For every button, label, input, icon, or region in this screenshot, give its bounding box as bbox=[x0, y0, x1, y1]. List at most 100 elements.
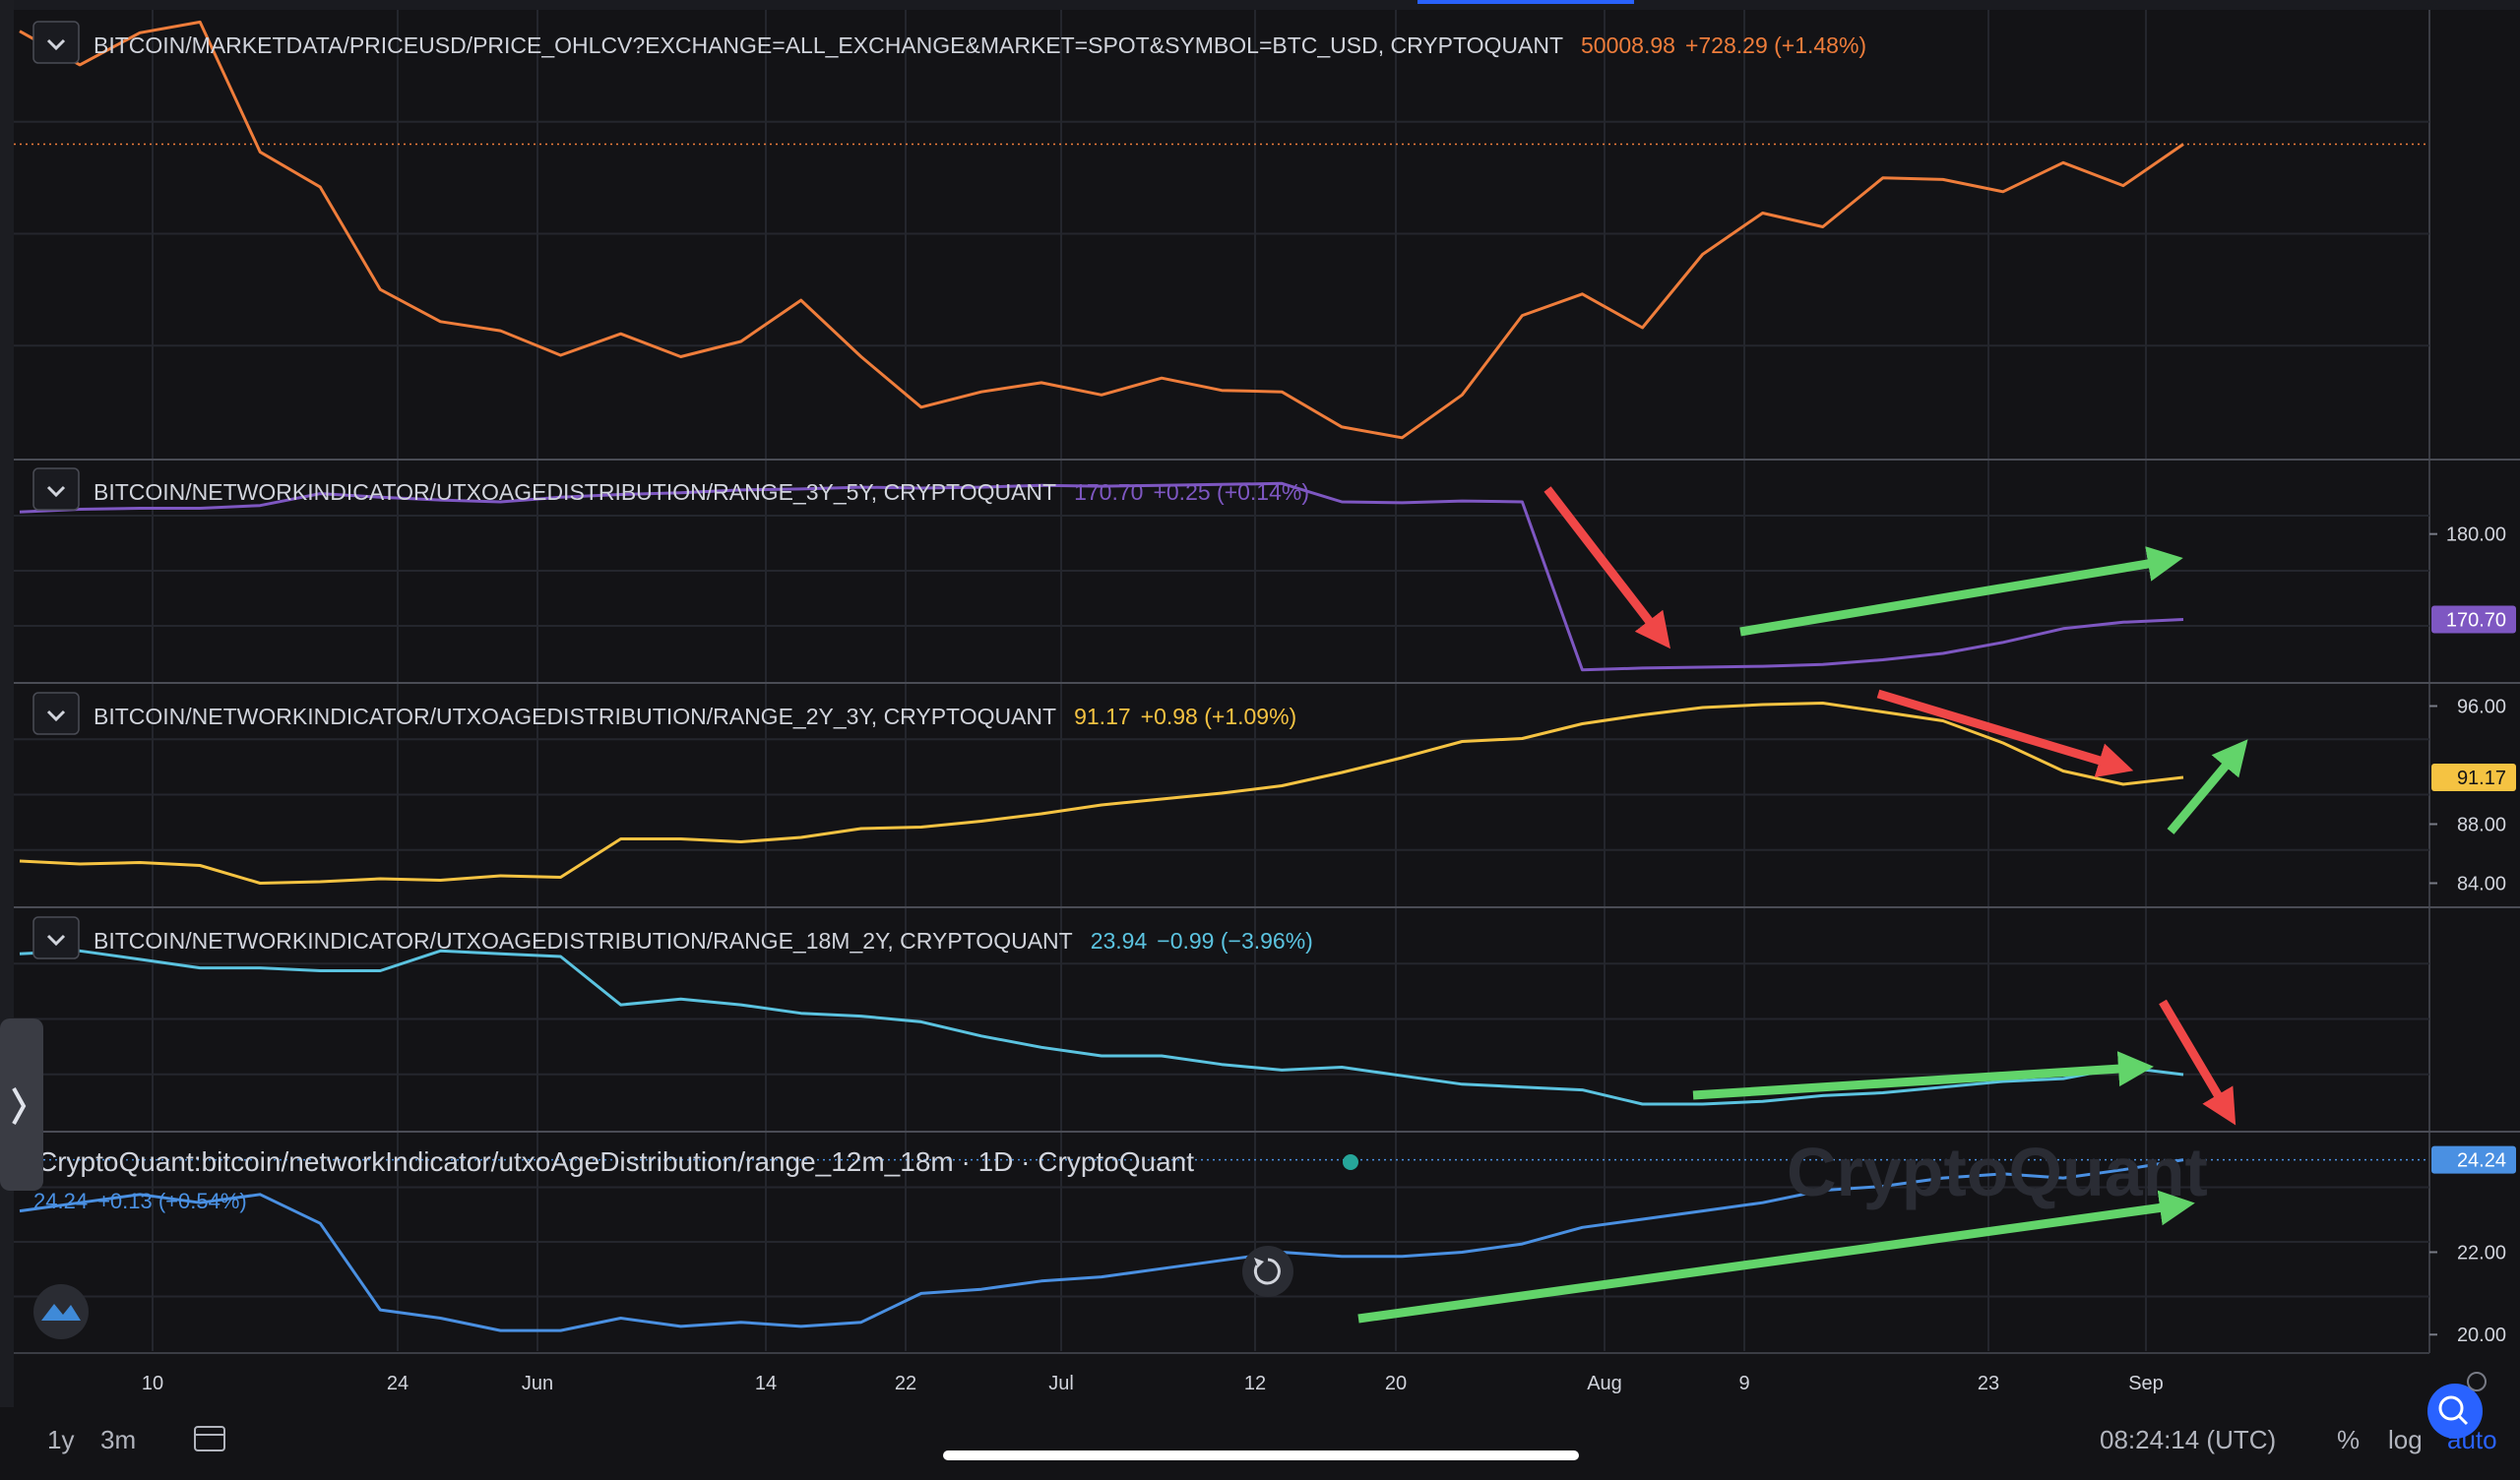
price-tick-label: 84.00 bbox=[2457, 874, 2506, 895]
time-tick-label: 24 bbox=[387, 1373, 409, 1394]
side-panel-toggle[interactable] bbox=[0, 1018, 43, 1191]
price-tick-label: 180.00 bbox=[2446, 524, 2506, 546]
price-tag-text: 170.70 bbox=[2446, 609, 2506, 631]
left-edge bbox=[0, 0, 14, 1407]
pane-header-price[interactable]: BITCOIN/MARKETDATA/PRICEUSD/PRICE_OHLCV?… bbox=[32, 21, 1866, 64]
range-3m-button[interactable]: 3m bbox=[100, 1425, 136, 1454]
pane-change: −0.99 (−3.96%) bbox=[1157, 928, 1313, 954]
goto-date-button[interactable] bbox=[194, 1426, 225, 1451]
price-tag-range_2y_3y: 91.17 bbox=[2431, 763, 2516, 791]
chevron-down-icon bbox=[46, 934, 66, 947]
chevron-down-icon bbox=[46, 485, 66, 498]
pane-title-text: BITCOIN/MARKETDATA/PRICEUSD/PRICE_OHLCV?… bbox=[94, 32, 1563, 58]
red-arrow-1 bbox=[1544, 486, 1670, 649]
pane-separators bbox=[14, 459, 2520, 1133]
range-1y-button[interactable]: 1y bbox=[47, 1425, 74, 1454]
zoom-search-button[interactable] bbox=[2427, 1384, 2483, 1439]
time-tick-label: 22 bbox=[895, 1373, 916, 1394]
pane-value: 23.94 bbox=[1091, 928, 1148, 954]
reset-icon-head bbox=[1254, 1258, 1264, 1267]
series-line-range_12m_18m bbox=[19, 1158, 2184, 1332]
chevron-down-icon bbox=[46, 38, 66, 51]
time-tick-label: 14 bbox=[755, 1373, 777, 1394]
price-tick-label: 96.00 bbox=[2457, 697, 2506, 718]
reset-chart-button[interactable] bbox=[1242, 1246, 1293, 1297]
log-scale-button[interactable]: log bbox=[2388, 1425, 2423, 1454]
chart-logo-icon bbox=[41, 1304, 81, 1321]
red-arrow-2 bbox=[1876, 689, 2134, 778]
pane-title-text: BITCOIN/NETWORKINDICATOR/UTXOAGEDISTRIBU… bbox=[94, 479, 1056, 505]
calendar-icon bbox=[194, 1426, 225, 1451]
price-tick-label: 88.00 bbox=[2457, 815, 2506, 836]
pane-header-range_3y_5y[interactable]: BITCOIN/NETWORKINDICATOR/UTXOAGEDISTRIBU… bbox=[32, 467, 1309, 511]
percent-scale-button[interactable]: % bbox=[2337, 1425, 2360, 1454]
pane-change: +0.13 (+0.54%) bbox=[97, 1189, 247, 1213]
time-tick-label: Sep bbox=[2128, 1373, 2164, 1394]
green-arrow-1 bbox=[1739, 546, 2183, 637]
price-tag-text: 91.17 bbox=[2457, 768, 2506, 789]
pane-title: BITCOIN/MARKETDATA/PRICEUSD/PRICE_OHLCV?… bbox=[94, 32, 1866, 58]
pane-headers: BITCOIN/MARKETDATA/PRICEUSD/PRICE_OHLCV?… bbox=[32, 21, 1866, 1213]
pane-change: +0.98 (+1.09%) bbox=[1141, 704, 1297, 729]
pane-header-range_2y_3y[interactable]: BITCOIN/NETWORKINDICATOR/UTXOAGEDISTRIBU… bbox=[32, 692, 1296, 735]
pane-title-text: BITCOIN/NETWORKINDICATOR/UTXOAGEDISTRIBU… bbox=[94, 704, 1056, 729]
green-arrow-2 bbox=[2167, 739, 2248, 834]
home-indicator bbox=[943, 1450, 1579, 1460]
live-indicator-dot bbox=[1343, 1154, 1358, 1170]
chevron-right-icon bbox=[12, 1087, 27, 1125]
auto-scale-button[interactable]: auto bbox=[2447, 1425, 2497, 1454]
green-arrow-3 bbox=[1692, 1051, 2154, 1100]
time-tick-label: 12 bbox=[1244, 1373, 1266, 1394]
series-line-range_18m_2y bbox=[19, 949, 2184, 1106]
logo-button[interactable] bbox=[33, 1284, 89, 1339]
time-axis[interactable]: 10 24 Jun 14 22 Jul 12 20 Aug 9 23 Sep bbox=[142, 1373, 2164, 1394]
collapse-button[interactable] bbox=[32, 21, 80, 64]
top-toolbar-strip bbox=[0, 0, 2520, 10]
active-tab-indicator bbox=[1418, 0, 1634, 4]
green-arrow-4 bbox=[1357, 1190, 2195, 1324]
price-tag-bg bbox=[2431, 1145, 2516, 1174]
annotation-arrows bbox=[1357, 486, 2248, 1324]
pane-header-range_12m_18m[interactable]: CryptoQuant:bitcoin/networkIndicator/utx… bbox=[33, 1146, 1358, 1213]
price-tick-label: 22.00 bbox=[2457, 1242, 2506, 1264]
series-line-price bbox=[19, 20, 2184, 440]
price-tag-text: 24.24 bbox=[2457, 1150, 2506, 1172]
collapse-button[interactable] bbox=[32, 467, 80, 511]
pane-title: CryptoQuant:bitcoin/networkIndicator/utx… bbox=[37, 1146, 1194, 1177]
reset-icon bbox=[1253, 1258, 1281, 1285]
pane-title: BITCOIN/NETWORKINDICATOR/UTXOAGEDISTRIBU… bbox=[94, 704, 1296, 729]
series-line-range_3y_5y bbox=[19, 481, 2184, 672]
search-icon bbox=[2438, 1395, 2464, 1421]
pane-value-line: 24.24 +0.13 (+0.54%) bbox=[33, 1189, 247, 1213]
chevron-down-icon bbox=[46, 709, 66, 722]
time-tick-label: Aug bbox=[1587, 1373, 1622, 1394]
pane-value: 170.70 bbox=[1074, 479, 1143, 505]
price-tick-label: 20.00 bbox=[2457, 1325, 2506, 1346]
pane-value: 91.17 bbox=[1074, 704, 1131, 729]
pane-change: +0.25 (+0.14%) bbox=[1153, 479, 1309, 505]
time-tick-label: Jul bbox=[1048, 1373, 1074, 1394]
collapse-button[interactable] bbox=[32, 692, 80, 735]
time-tick-label: 10 bbox=[142, 1373, 163, 1394]
pane-title-text: BITCOIN/NETWORKINDICATOR/UTXOAGEDISTRIBU… bbox=[94, 928, 1073, 954]
watermark-text: CryptoQuant bbox=[1787, 1134, 2208, 1210]
price-tag-bg bbox=[2431, 605, 2516, 634]
grid-lines bbox=[14, 10, 2429, 1351]
price-axis-ticks: 180.00 170.70 96.00 88.00 84.00 91.17 22.00 20.… bbox=[2429, 524, 2516, 1346]
price-tag-bg bbox=[2431, 763, 2516, 791]
pane-value: 50008.98 bbox=[1581, 32, 1675, 58]
pane-change: +728.29 (+1.48%) bbox=[1685, 32, 1866, 58]
utc-clock[interactable]: 08:24:14 (UTC) bbox=[2100, 1425, 2276, 1454]
pane-header-range_18m_2y[interactable]: BITCOIN/NETWORKINDICATOR/UTXOAGEDISTRIBU… bbox=[32, 916, 1313, 959]
time-tick-label: 23 bbox=[1978, 1373, 1999, 1394]
time-tick-label: 9 bbox=[1738, 1373, 1749, 1394]
pane-value: 24.24 bbox=[33, 1189, 88, 1213]
time-tick-label: 20 bbox=[1385, 1373, 1407, 1394]
price-tag-range_3y_5y: 170.70 bbox=[2431, 605, 2516, 634]
settings-gear-icon[interactable] bbox=[2467, 1372, 2487, 1391]
collapse-button[interactable] bbox=[32, 916, 80, 959]
time-tick-label: Jun bbox=[522, 1373, 553, 1394]
pane-title-text: CryptoQuant:bitcoin/networkIndicator/utx… bbox=[37, 1146, 1194, 1177]
